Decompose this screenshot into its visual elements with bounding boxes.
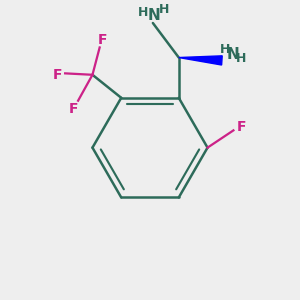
Text: H: H bbox=[220, 43, 230, 56]
Text: H: H bbox=[138, 6, 148, 19]
Text: F: F bbox=[237, 120, 246, 134]
Text: F: F bbox=[98, 33, 107, 47]
Text: H: H bbox=[159, 3, 170, 16]
Text: H: H bbox=[236, 52, 246, 65]
Text: N: N bbox=[148, 8, 161, 23]
Text: F: F bbox=[69, 102, 79, 116]
Polygon shape bbox=[179, 56, 222, 65]
Text: F: F bbox=[52, 68, 62, 82]
Text: N: N bbox=[226, 46, 239, 62]
